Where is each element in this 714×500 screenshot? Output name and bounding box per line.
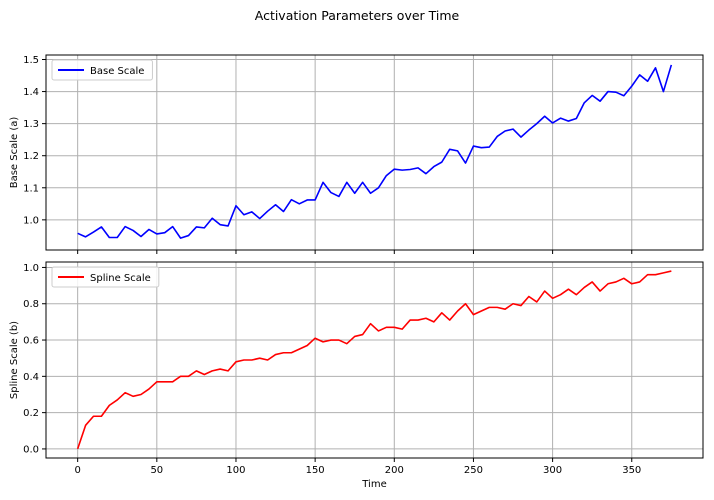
y-tick-label: 1.3 <box>23 119 39 130</box>
lines-spline <box>76 270 672 450</box>
axes-frame-spline <box>45 261 704 459</box>
y-tick-label: 1.5 <box>23 55 39 66</box>
legend-base: Base Scale <box>51 59 153 81</box>
x-tick-label: 50 <box>150 465 163 476</box>
series-line-base <box>77 64 673 239</box>
y-tick-label: 0.6 <box>23 336 39 347</box>
y-tick-label: 1.1 <box>23 183 39 194</box>
xlabel-spline: Time <box>361 479 386 490</box>
y-tick-label: 0.2 <box>23 408 39 419</box>
legend-box-spline <box>51 266 160 288</box>
y-tick-label: 0.8 <box>23 299 39 310</box>
legend-label-spline: Spline Scale <box>90 273 151 284</box>
grid-spline <box>46 262 703 458</box>
y-tick-label: 1.2 <box>23 151 39 162</box>
y-tick-label: 0.0 <box>23 444 39 455</box>
ylabel-base: Base Scale (a) <box>9 117 20 189</box>
series-line-spline <box>76 270 672 450</box>
y-tick-label: 1.0 <box>23 215 39 226</box>
x-tick-label: 300 <box>543 465 562 476</box>
axes-spline-scale: 0 50 100 150 200 250 300 3500.00.20.40.60.81.0 … <box>9 261 704 490</box>
legend-box-base <box>51 59 153 81</box>
ticks-base: 1.0 1.1 1.2 1.3 1.4 1.5 <box>23 55 633 254</box>
y-tick-label: 0.4 <box>23 372 39 383</box>
legend-label-base: Base Scale <box>90 66 144 77</box>
x-tick-label: 100 <box>226 465 245 476</box>
y-tick-label: 1.4 <box>23 87 39 98</box>
x-tick-label: 350 <box>622 465 641 476</box>
ticks-spline: 0 50 100 150 200 250 300 350 0.0 0.2 0.4 0.6 0.8 1.0 <box>23 263 641 476</box>
x-tick-label: 0 <box>74 465 80 476</box>
legend-spline: Spline Scale <box>51 266 160 288</box>
x-tick-label: 150 <box>306 465 325 476</box>
lines-base <box>77 64 673 239</box>
ylabel-spline: Spline Scale (b) <box>9 321 20 399</box>
y-tick-label: 1.0 <box>23 263 39 274</box>
x-tick-label: 200 <box>385 465 404 476</box>
x-tick-label: 250 <box>464 465 483 476</box>
axes-frame-base <box>45 54 704 251</box>
figure-title: Activation Parameters over Time <box>255 8 460 23</box>
grid-base <box>46 55 703 250</box>
axes-base-scale: 1.0 1.1 1.2 1.3 1.4 1.5 Base Scale (a) Base S… <box>9 54 704 254</box>
